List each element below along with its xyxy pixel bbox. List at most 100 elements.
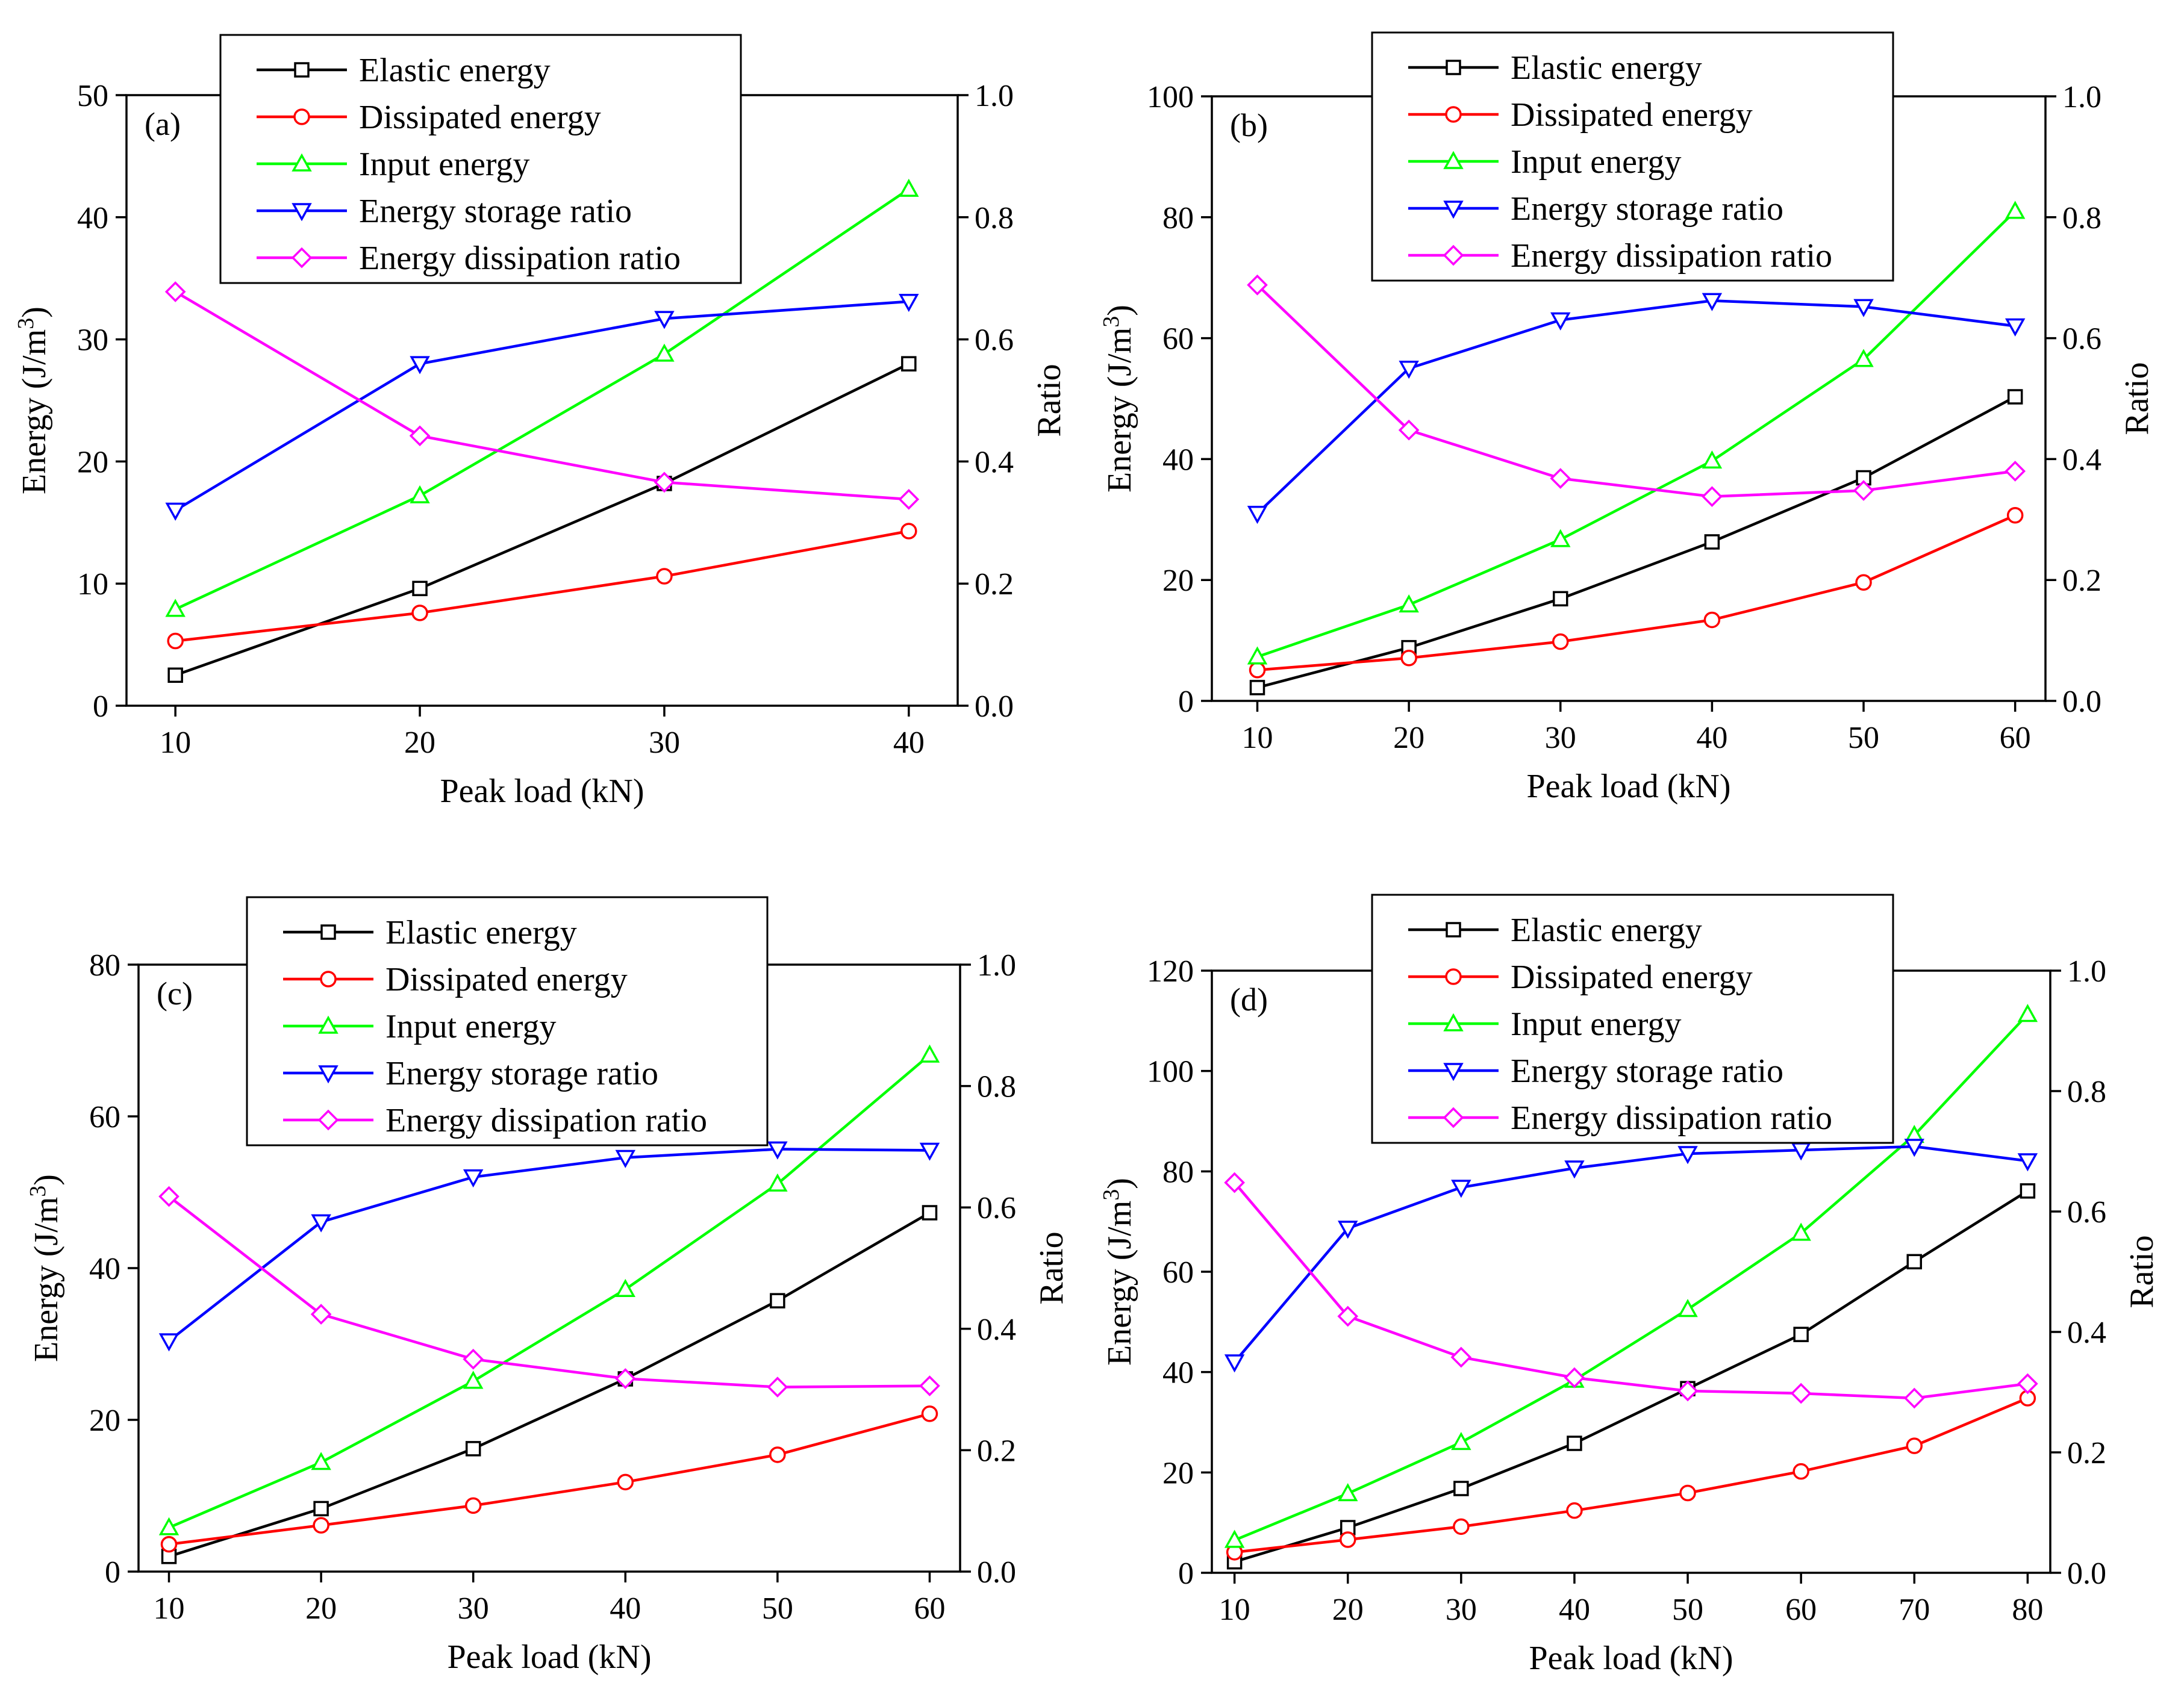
y-left-tick-label: 0 — [1178, 1557, 1194, 1591]
series-line-storage — [1233, 1145, 2028, 1363]
y-left-tick-label: 50 — [77, 79, 108, 113]
data-point-input — [1224, 1529, 1245, 1548]
legend-marker-dissipation_ratio — [1443, 244, 1464, 266]
series-line-input — [1256, 210, 2017, 658]
legend-entry: Input energy — [1511, 1006, 1682, 1043]
y-left-tick-label: 30 — [77, 323, 108, 358]
chart-panel-c: 10 20 30 40 50 60 0 20 40 60 80 0.0 0.2 0.4 0.6 0.8 1.0 P… — [25, 896, 1070, 1676]
data-point-dissipation_ratio — [1853, 480, 1874, 501]
data-point-dissipated — [1792, 1463, 1809, 1480]
series-line-elastic — [1256, 396, 2016, 689]
legend-entry: Elastic energy — [1511, 49, 1702, 87]
y-right-tick-label: 1.0 — [2067, 954, 2106, 989]
data-point-input — [410, 485, 430, 503]
legend-marker-dissipation_ratio — [317, 1109, 339, 1131]
series-line-input — [1234, 1013, 2029, 1541]
chart-panel-a: 10 20 30 40 0 10 20 30 40 50 0.0 0.2 0.4 0.6 0.8 1.0 Pea… — [13, 34, 1068, 810]
y-right-axis-title: Ratio — [2123, 1235, 2161, 1308]
data-point-storage — [1338, 1221, 1358, 1239]
data-point-dissipation_ratio — [898, 488, 920, 510]
legend-entry: Dissipated energy — [385, 961, 628, 998]
y-right-tick-label: 0.2 — [2062, 564, 2101, 598]
legend-marker-input — [292, 153, 312, 172]
series-line-elastic — [1234, 1189, 2029, 1563]
data-point-elastic — [1453, 1481, 1469, 1496]
series-line-dissipated — [1234, 1396, 2029, 1554]
legend-entry: Dissipated energy — [359, 99, 601, 136]
data-point-storage — [654, 311, 675, 329]
data-point-dissipation_ratio — [1337, 1305, 1359, 1327]
data-point-dissipated — [1400, 649, 1417, 667]
series-line-elastic — [175, 362, 909, 677]
legend-marker-elastic — [320, 924, 336, 940]
y-right-tick-label: 0.8 — [2067, 1075, 2106, 1109]
y-left-tick-label: 60 — [89, 1100, 120, 1134]
legend-marker-elastic — [294, 62, 310, 78]
data-point-input — [1853, 349, 1874, 367]
x-tick-label: 60 — [2000, 721, 2031, 755]
y-left-axis-title: Energy (J/m3) — [13, 306, 53, 494]
x-tick-label: 30 — [1446, 1593, 1477, 1627]
data-point-storage — [1853, 299, 1874, 317]
data-point-elastic — [1553, 591, 1568, 607]
data-point-dissipated — [1453, 1518, 1470, 1535]
x-axis-title: Peak load (kN) — [1529, 1640, 1733, 1677]
x-tick-label: 40 — [1696, 721, 1727, 755]
x-tick-label: 20 — [305, 1591, 337, 1626]
data-point-input — [463, 1370, 484, 1389]
y-left-tick-label: 40 — [77, 201, 108, 235]
data-point-dissipation_ratio — [1677, 1380, 1699, 1402]
data-point-input — [654, 343, 675, 362]
x-tick-label: 10 — [160, 726, 191, 760]
data-point-input — [165, 599, 186, 617]
data-point-dissipation_ratio — [2005, 461, 2026, 482]
data-point-dissipated — [656, 568, 673, 585]
legend-marker-storage — [292, 203, 312, 222]
y-left-tick-label: 40 — [89, 1252, 120, 1286]
legend-entry: Energy storage ratio — [1511, 1053, 1783, 1090]
y-right-tick-label: 0.4 — [975, 445, 1014, 479]
data-point-input — [2005, 201, 2026, 219]
data-point-elastic — [465, 1441, 481, 1457]
data-point-dissipation_ratio — [164, 281, 186, 302]
series-line-storage — [175, 300, 909, 512]
y-right-tick-label: 1.0 — [975, 79, 1014, 113]
data-point-elastic — [313, 1501, 329, 1517]
legend-marker-dissipation_ratio — [1443, 1107, 1464, 1128]
data-point-input — [1399, 594, 1419, 613]
data-point-dissipated — [464, 1497, 482, 1514]
data-point-dissipation_ratio — [614, 1368, 636, 1389]
x-tick-label: 70 — [1899, 1593, 1930, 1627]
legend-marker-input — [1443, 1013, 1464, 1031]
data-point-input — [1702, 450, 1723, 469]
legend-marker-elastic — [1446, 922, 1461, 938]
y-left-tick-label: 0 — [1178, 685, 1194, 719]
legend-marker-storage — [318, 1065, 339, 1084]
data-point-elastic — [770, 1293, 785, 1308]
data-point-dissipation_ratio — [1224, 1172, 1245, 1193]
data-point-dissipation_ratio — [158, 1186, 179, 1207]
data-point-storage — [615, 1149, 636, 1168]
x-tick-label: 10 — [1219, 1593, 1250, 1627]
data-point-elastic — [2020, 1183, 2036, 1199]
y-left-axis-title: Energy (J/m3) — [1099, 1178, 1138, 1366]
y-left-axis-title: Energy (J/m3) — [1099, 305, 1138, 493]
y-left-tick-label: 60 — [1162, 1255, 1194, 1290]
data-point-storage — [1702, 293, 1723, 311]
data-point-dissipation_ratio — [310, 1304, 332, 1325]
data-point-input — [1791, 1222, 1811, 1241]
legend-marker-dissipated — [320, 971, 337, 988]
data-point-dissipated — [1249, 662, 1266, 679]
legend-entry: Energy dissipation ratio — [385, 1102, 707, 1139]
y-right-tick-label: 0.6 — [2067, 1195, 2106, 1230]
legend-entry: Elastic energy — [359, 52, 551, 89]
y-right-tick-label: 0.2 — [2067, 1436, 2106, 1470]
x-tick-label: 80 — [2012, 1593, 2043, 1627]
legend-marker-dissipated — [1445, 106, 1462, 123]
x-tick-label: 40 — [1559, 1593, 1590, 1627]
legend-entry: Energy dissipation ratio — [359, 240, 681, 277]
data-point-elastic — [167, 667, 183, 683]
data-point-input — [1677, 1299, 1698, 1317]
legend-marker-storage — [1443, 201, 1464, 219]
